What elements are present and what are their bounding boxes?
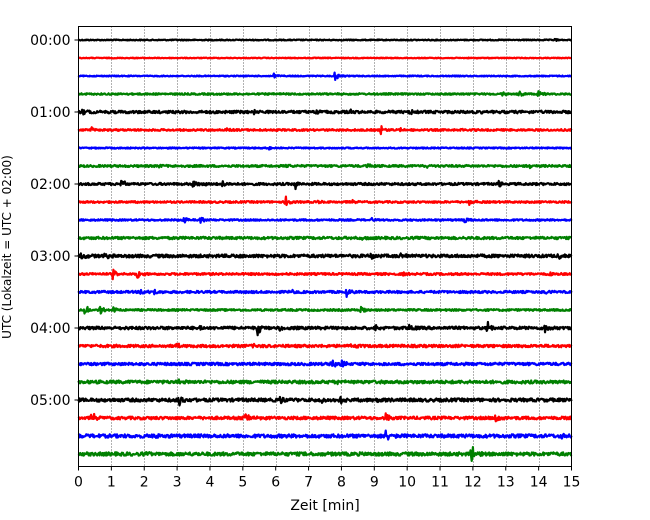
trace-row-0245 bbox=[77, 235, 573, 241]
x-tick-label: 9 bbox=[370, 475, 379, 491]
trace-row-0530 bbox=[77, 429, 573, 441]
x-tick-label: 4 bbox=[206, 475, 215, 491]
trace-line bbox=[77, 320, 573, 337]
trace-line bbox=[77, 429, 573, 441]
trace-row-0345 bbox=[78, 305, 572, 315]
trace-line bbox=[78, 90, 573, 97]
trace-row-0545 bbox=[77, 446, 573, 463]
x-tick-label: 3 bbox=[173, 475, 182, 491]
trace-line bbox=[77, 412, 572, 423]
vertical-grid bbox=[111, 26, 540, 467]
y-tick-label: 00:00 bbox=[30, 33, 70, 49]
trace-row-0015 bbox=[77, 56, 572, 60]
trace-line bbox=[78, 305, 572, 315]
x-tick-label: 15 bbox=[563, 475, 581, 491]
x-tick-label: 5 bbox=[238, 475, 247, 491]
trace-row-0415 bbox=[77, 342, 573, 349]
x-tick-label: 0 bbox=[74, 475, 83, 491]
x-axis-label: Zeit [min] bbox=[290, 498, 359, 514]
trace-line bbox=[77, 359, 573, 368]
y-tick-label: 03:00 bbox=[30, 249, 70, 265]
trace-line bbox=[77, 179, 572, 191]
trace-row-0115 bbox=[77, 125, 573, 136]
x-tick-label: 8 bbox=[337, 475, 346, 491]
trace-row-0515 bbox=[77, 412, 572, 423]
y-tick-label: 05:00 bbox=[30, 393, 70, 409]
trace-row-0130 bbox=[78, 145, 573, 151]
trace-row-0030 bbox=[77, 71, 572, 82]
trace-row-0145 bbox=[78, 163, 572, 170]
trace-row-0430 bbox=[77, 359, 573, 368]
x-tick-label: 14 bbox=[530, 475, 548, 491]
trace-line bbox=[77, 342, 573, 349]
trace-row-0230 bbox=[78, 216, 573, 224]
trace-row-0100 bbox=[77, 108, 573, 116]
x-axis-ticks: 0 1 2 3 4 5 6 7 8 9 10 11 12 13 14 15 bbox=[74, 466, 581, 491]
trace-row-0315 bbox=[77, 268, 573, 281]
trace-line bbox=[77, 37, 572, 43]
plot-frame bbox=[78, 26, 572, 467]
trace-row-0445 bbox=[77, 378, 572, 386]
trace-row-0500 bbox=[77, 395, 573, 407]
y-tick-label: 04:00 bbox=[30, 321, 70, 337]
trace-line bbox=[77, 56, 572, 60]
trace-line bbox=[77, 446, 573, 463]
x-tick-label: 13 bbox=[497, 475, 515, 491]
trace-row-0300 bbox=[77, 252, 573, 260]
trace-row-0000 bbox=[77, 37, 572, 43]
trace-line bbox=[78, 195, 573, 207]
trace-line bbox=[77, 395, 573, 407]
trace-line bbox=[78, 163, 572, 170]
x-tick-label: 1 bbox=[107, 475, 116, 491]
trace-line bbox=[77, 71, 572, 82]
trace-line bbox=[78, 216, 573, 224]
trace-row-0400 bbox=[77, 320, 573, 337]
trace-row-0200 bbox=[77, 179, 572, 191]
x-tick-label: 6 bbox=[271, 475, 280, 491]
trace-group bbox=[77, 37, 573, 463]
trace-line bbox=[77, 108, 573, 116]
trace-row-0330 bbox=[77, 288, 573, 299]
x-tick-label: 2 bbox=[140, 475, 149, 491]
x-tick-label: 12 bbox=[464, 475, 482, 491]
y-axis-ticks: 00:00 01:00 02:00 03:00 04:00 05:00 bbox=[30, 33, 79, 409]
x-tick-label: 10 bbox=[398, 475, 416, 491]
trace-line bbox=[77, 288, 573, 299]
trace-line bbox=[77, 378, 572, 386]
trace-row-0215 bbox=[78, 195, 573, 207]
trace-line bbox=[77, 268, 573, 281]
x-tick-label: 11 bbox=[431, 475, 449, 491]
trace-line bbox=[77, 252, 573, 260]
x-tick-label: 7 bbox=[304, 475, 313, 491]
y-axis-label: UTC (Lokalzeit = UTC + 02:00) bbox=[0, 155, 14, 339]
y-tick-label: 01:00 bbox=[30, 105, 70, 121]
trace-line bbox=[77, 235, 573, 241]
y-tick-label: 02:00 bbox=[30, 177, 70, 193]
trace-row-0045 bbox=[78, 90, 573, 97]
trace-line bbox=[78, 145, 573, 151]
trace-line bbox=[77, 125, 573, 136]
